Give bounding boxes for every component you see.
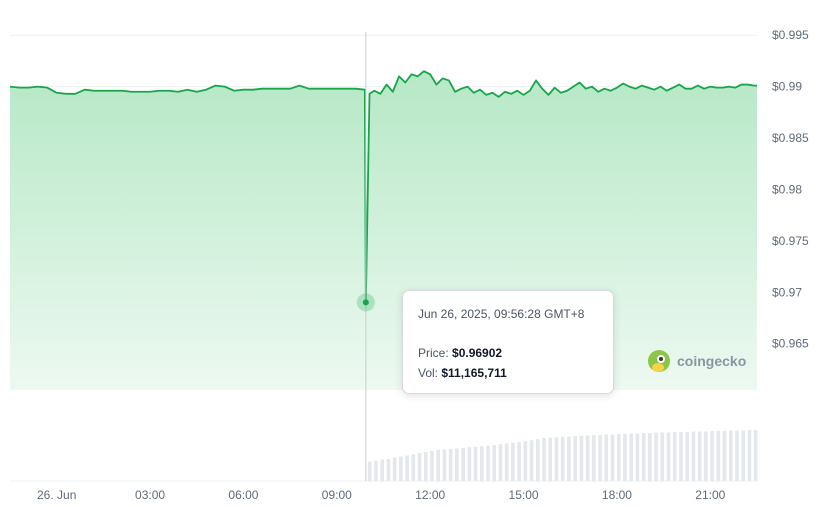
volume-bar [735, 430, 739, 481]
volume-bar [641, 433, 646, 481]
tooltip-vol-label: Vol: [418, 366, 439, 380]
volume-bar [479, 446, 484, 481]
volume-bar [380, 459, 384, 481]
volume-bar [386, 459, 391, 481]
volume-bar [430, 450, 434, 481]
tooltip-price-row: Price: $0.96902 [418, 346, 598, 360]
x-tick-label: 15:00 [509, 488, 539, 502]
volume-bar [529, 440, 534, 481]
x-tick-label: 26. Jun [37, 488, 76, 502]
y-tick-label: $0.975 [772, 234, 809, 248]
volume-bar [666, 432, 671, 481]
volume-bar [467, 447, 472, 481]
volume-bar [523, 441, 528, 481]
volume-bar [616, 434, 621, 481]
gecko-logo-icon [648, 350, 670, 372]
volume-bar [473, 446, 478, 481]
volume-bar [423, 451, 428, 481]
price-area [10, 71, 757, 390]
volume-bar [417, 452, 422, 481]
volume-bar [536, 439, 540, 481]
volume-bar [567, 436, 571, 481]
volume-bar [697, 431, 702, 481]
volume-bar [367, 461, 372, 481]
volume-bar [679, 432, 683, 481]
y-tick-label: $0.98 [772, 182, 802, 196]
price-tooltip: Jun 26, 2025, 09:56:28 GMT+8 Price: $0.9… [402, 290, 614, 394]
volume-bar [716, 431, 721, 481]
volume-bar [392, 457, 397, 481]
volume-bar [747, 430, 752, 481]
x-tick-label: 09:00 [322, 488, 352, 502]
volume-bar [685, 432, 690, 481]
volume-bar [623, 434, 627, 481]
volume-bar [598, 435, 602, 481]
coingecko-watermark: coingecko [648, 350, 746, 372]
tooltip-price-value: $0.96902 [452, 346, 503, 360]
volume-bar [554, 437, 559, 481]
volume-bar [610, 434, 615, 481]
tooltip-vol-value: $11,165,711 [441, 366, 507, 380]
volume-bar [448, 448, 453, 481]
tooltip-date: Jun 26, 2025, 09:56:28 GMT+8 [418, 307, 585, 321]
volume-bar [411, 454, 416, 481]
volume-bar [504, 443, 509, 481]
volume-bar [691, 431, 696, 481]
volume-bar [405, 455, 409, 481]
volume-bar [710, 431, 714, 481]
volume-bar [511, 442, 515, 481]
volume-bar [629, 433, 633, 481]
volume-bar [461, 447, 465, 481]
volume-bar [436, 449, 441, 481]
y-tick-label: $0.97 [772, 285, 802, 299]
tooltip-price-label: Price: [418, 346, 449, 360]
volume-bar [548, 437, 553, 481]
volume-bar [672, 432, 677, 481]
volume-bar [741, 430, 746, 481]
volume-bar [542, 438, 546, 481]
volume-bar [604, 434, 609, 481]
volume-bar [585, 435, 590, 481]
volume-bar [660, 432, 665, 481]
y-tick-label: $0.99 [772, 80, 802, 94]
price-line [9, 70, 757, 304]
watermark-text: coingecko [677, 353, 747, 369]
volume-bar [442, 449, 447, 481]
volume-bar [374, 460, 378, 481]
volume-bar [635, 433, 640, 481]
y-tick-label: $0.985 [772, 131, 809, 145]
volume-bar [579, 435, 584, 481]
volume-bar [399, 456, 403, 481]
volume-bar [492, 445, 497, 481]
volume-bar [498, 444, 503, 481]
volume-bar [517, 442, 521, 481]
x-tick-label: 03:00 [135, 488, 165, 502]
x-tick-label: 12:00 [415, 488, 445, 502]
y-tick-label: $0.995 [772, 28, 809, 42]
hover-point [362, 299, 369, 306]
x-tick-label: 06:00 [228, 488, 258, 502]
volume-bar [648, 433, 652, 481]
volume-bar [722, 431, 727, 481]
volume-bar [753, 430, 758, 481]
volume-bar [455, 448, 459, 481]
volume-bar [704, 431, 708, 481]
volume-bar [573, 436, 577, 481]
y-tick-label: $0.965 [772, 337, 809, 351]
volume-bar [486, 445, 490, 481]
volume-bar [728, 430, 733, 481]
volume-bar [592, 435, 596, 481]
volume-bar [560, 436, 565, 481]
x-tick-label: 18:00 [602, 488, 632, 502]
tooltip-vol-row: Vol: $11,165,711 [418, 366, 598, 380]
x-tick-label: 21:00 [695, 488, 725, 502]
volume-bar [654, 432, 658, 481]
